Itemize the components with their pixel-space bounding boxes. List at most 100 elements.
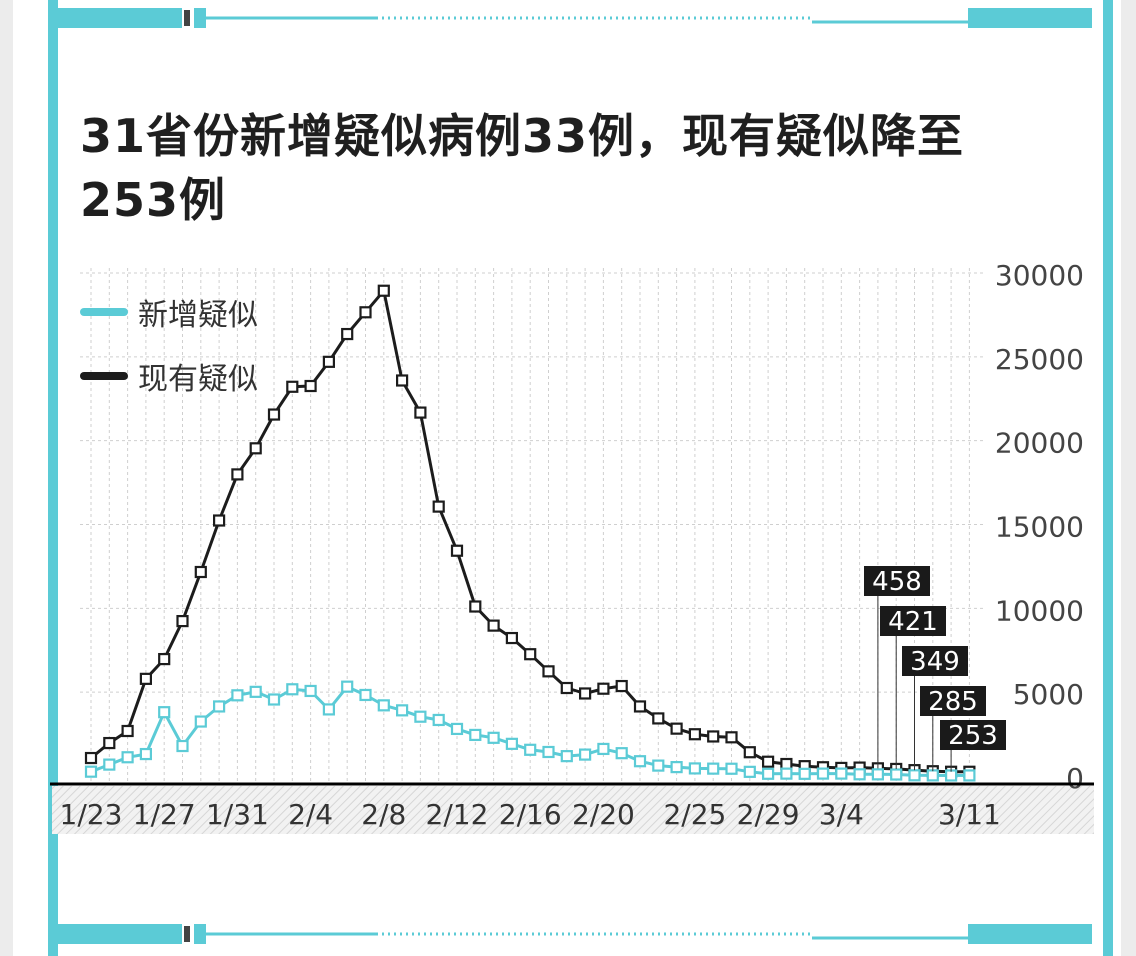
x-tick-label: 1/31 <box>206 798 269 831</box>
data-point <box>890 768 903 781</box>
data-point <box>725 762 738 775</box>
y-axis: 0 5000 10000 15000 20000 25000 30000 <box>995 259 1084 795</box>
data-point <box>578 687 592 700</box>
x-tick-label: 2/25 <box>663 798 726 831</box>
data-point <box>487 731 500 744</box>
annotation-box <box>864 566 930 596</box>
legend-item-new-suspected: 新增疑似 <box>80 292 258 333</box>
data-point <box>963 769 976 782</box>
ribbon-right-block <box>968 8 1092 28</box>
data-point <box>597 742 610 756</box>
data-point <box>670 761 683 774</box>
annotation-box <box>940 720 1006 750</box>
grid <box>80 268 984 782</box>
annotation-label: 285 <box>928 687 978 717</box>
data-point <box>853 768 866 781</box>
data-point <box>725 731 738 744</box>
data-point <box>84 765 98 778</box>
data-point <box>560 750 573 763</box>
data-point <box>780 767 793 780</box>
data-point <box>633 700 647 713</box>
data-point <box>396 704 409 717</box>
annotation-label: 349 <box>910 647 960 677</box>
data-point <box>249 442 262 455</box>
data-point <box>377 699 390 712</box>
data-point <box>304 684 317 698</box>
data-point <box>524 743 537 756</box>
data-point <box>139 672 152 685</box>
data-point <box>780 757 793 771</box>
data-point <box>103 758 116 771</box>
data-point <box>432 713 445 727</box>
data-point <box>578 748 592 761</box>
x-tick-label: 2/16 <box>499 798 562 831</box>
data-point <box>414 710 427 723</box>
data-point <box>176 739 189 753</box>
data-point <box>505 631 518 645</box>
data-point <box>450 722 464 736</box>
data-point <box>322 355 335 368</box>
data-point <box>652 759 665 772</box>
legend-swatch <box>80 308 128 316</box>
data-point <box>633 755 647 768</box>
data-point <box>450 544 464 557</box>
data-point <box>414 406 427 419</box>
data-point <box>249 685 262 698</box>
data-point <box>469 728 482 742</box>
data-point <box>743 765 756 778</box>
data-point <box>908 769 921 782</box>
y-tick-label: 0 <box>1066 762 1084 795</box>
legend-label: 现有疑似 <box>138 362 258 397</box>
y-tick-label: 15000 <box>995 511 1084 544</box>
data-point <box>322 703 335 716</box>
data-point <box>615 747 628 760</box>
data-point <box>487 619 500 632</box>
x-tick-label: 2/12 <box>426 798 489 831</box>
data-point <box>707 762 720 775</box>
data-point <box>304 379 317 393</box>
ribbon-mark <box>184 10 190 26</box>
data-point <box>121 724 134 738</box>
data-point <box>359 306 372 319</box>
data-point <box>359 688 372 702</box>
legend-item-current-suspected: 现有疑似 <box>80 356 258 397</box>
data-point <box>158 652 171 666</box>
data-point <box>231 689 244 702</box>
data-point <box>761 767 775 780</box>
ribbon-mark <box>184 926 190 942</box>
legend-swatch <box>80 372 128 380</box>
x-tick-label: 1/23 <box>60 798 123 831</box>
data-point <box>121 751 134 764</box>
y-tick-label: 25000 <box>995 343 1084 376</box>
ribbon-left-block <box>50 8 182 28</box>
data-point <box>103 736 116 750</box>
data-point <box>341 327 354 341</box>
page-title: 31省份新增疑似病例33例，现有疑似降至253例 <box>80 109 965 227</box>
data-point <box>652 712 665 725</box>
ribbon-left-block-small <box>194 924 206 944</box>
annotation-box <box>920 686 986 716</box>
bottom-decoration <box>50 924 1092 944</box>
annotation-box <box>880 606 946 636</box>
y-tick-label: 10000 <box>995 594 1084 627</box>
data-point <box>798 767 811 780</box>
y-tick-label: 30000 <box>995 259 1084 292</box>
ribbon-left-block-small <box>194 8 206 28</box>
x-axis-hatch-band <box>52 786 1094 834</box>
data-point <box>542 665 555 678</box>
data-point <box>688 728 702 741</box>
data-point <box>286 683 299 696</box>
ribbon-right-block <box>968 924 1092 944</box>
x-tick-label: 2/8 <box>361 798 406 831</box>
data-point <box>542 745 555 759</box>
annotation-label: 458 <box>872 567 922 597</box>
data-point <box>267 693 281 706</box>
data-point <box>761 755 775 768</box>
x-tick-label: 1/27 <box>133 798 196 831</box>
data-point <box>871 768 885 781</box>
x-axis: 1/23 1/27 1/31 2/4 2/8 2/12 2/16 2/20 2/25 2/29 3/… <box>50 782 1094 831</box>
y-tick-label: 20000 <box>995 427 1084 460</box>
data-point <box>560 681 573 695</box>
data-point <box>688 762 702 775</box>
